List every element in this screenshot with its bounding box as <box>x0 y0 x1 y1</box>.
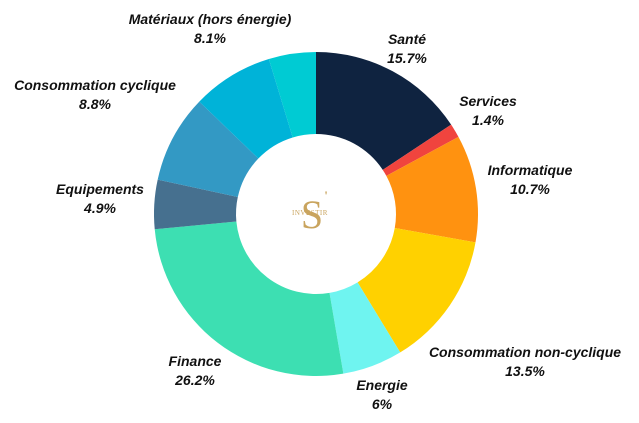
slice-value-label: 10.7% <box>510 181 550 197</box>
slice-finance <box>154 221 344 377</box>
slice-label: Informatique <box>488 162 573 178</box>
slice-value-label: 1.4% <box>472 112 504 128</box>
slice-energie <box>329 282 401 374</box>
slice-consommation-cyclique <box>157 101 259 198</box>
slice-value-label: 15.7% <box>387 50 427 66</box>
logo-letter: S <box>301 192 323 237</box>
slice-label: Matériaux (hors énergie) <box>129 11 292 27</box>
slice-value-label: 13.5% <box>505 363 545 379</box>
slice-sant <box>316 52 452 170</box>
slice-labels: Santé 15.7% Services 1.4% Informatique 10.7% C… <box>14 11 621 412</box>
slice-value-label: 6% <box>372 396 393 412</box>
slice-label: Energie <box>356 377 408 393</box>
investir-logo: S ' INVESTIR <box>292 188 328 237</box>
logo-mark: ' <box>324 188 328 203</box>
slice-label: Finance <box>169 353 222 369</box>
slice-label: Services <box>459 93 517 109</box>
slice-label: Consommation non-cyclique <box>429 344 621 360</box>
slice-value-label: 8.8% <box>79 96 111 112</box>
slice-informatique <box>386 136 478 243</box>
slice-value-label: 8.1% <box>194 30 226 46</box>
slice-value-label: 4.9% <box>83 200 116 216</box>
slice-label: Santé <box>388 31 426 47</box>
slice-consommation-non-cyclique <box>357 228 476 353</box>
slice-label: Consommation cyclique <box>14 77 176 93</box>
slice-unlabeled <box>268 52 316 138</box>
slice-services <box>382 124 459 176</box>
slice-equipements <box>154 179 238 230</box>
slice-value-label: 26.2% <box>174 372 215 388</box>
donut-slices <box>154 52 478 377</box>
logo-word: INVESTIR <box>292 209 328 217</box>
slice-mat-riaux-hors-nergie <box>199 59 293 159</box>
slice-label: Equipements <box>56 181 144 197</box>
